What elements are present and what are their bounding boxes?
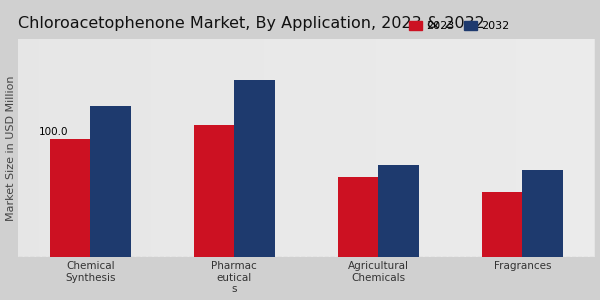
- Y-axis label: Market Size in USD Million: Market Size in USD Million: [5, 75, 16, 221]
- Bar: [523, 170, 563, 257]
- Bar: [50, 139, 91, 257]
- Text: Chloroacetophenone Market, By Application, 2023 & 2032: Chloroacetophenone Market, By Applicatio…: [19, 16, 485, 31]
- Bar: [194, 125, 235, 257]
- Bar: [91, 106, 131, 257]
- Text: 100.0: 100.0: [39, 128, 69, 137]
- Bar: [235, 80, 275, 257]
- Bar: [379, 165, 419, 257]
- Bar: [482, 192, 523, 257]
- Bar: [338, 177, 379, 257]
- Legend: 2023, 2032: 2023, 2032: [404, 16, 514, 36]
